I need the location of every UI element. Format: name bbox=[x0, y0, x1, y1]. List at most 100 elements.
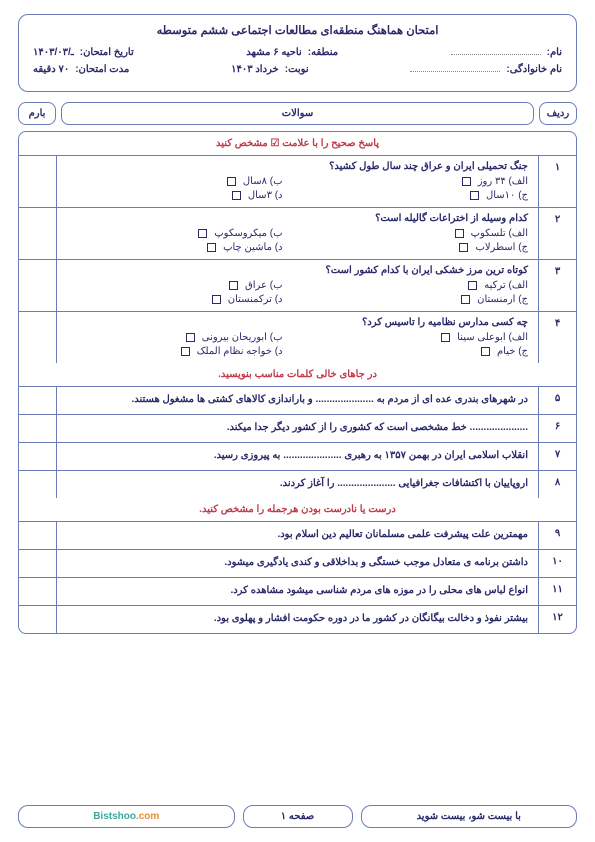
footer-brand: Bistshoo.com bbox=[18, 805, 235, 828]
option: ب) عراق bbox=[67, 280, 283, 291]
option: ب) ۸سال bbox=[67, 176, 283, 187]
header-row-2: نام خانوادگی: نوبت: خرداد ۱۴۰۳ مدت امتحان… bbox=[33, 64, 562, 75]
question-text: کوتاه ترین مرز خشکی ایران با کدام کشور ا… bbox=[67, 265, 528, 276]
col-row-header: ردیف bbox=[539, 102, 577, 125]
col-question-header: سوالات bbox=[61, 102, 534, 125]
tf-row: ۹ مهمترین علت پیشرفت علمی مسلمانان تعالی… bbox=[19, 522, 576, 550]
checkbox-icon[interactable] bbox=[455, 229, 464, 238]
tf-row: ۱۰ داشتن برنامه ی متعادل موجب خستگی و بد… bbox=[19, 550, 576, 578]
section-fill-title: در جاهای خالی کلمات مناسب بنویسید. bbox=[19, 363, 576, 387]
score-cell bbox=[19, 550, 57, 577]
header-row-1: نام: منطقه:ناحیه ۶ مشهد تاریخ امتحان:ـ/۱… bbox=[33, 47, 562, 58]
checkbox-icon[interactable] bbox=[229, 281, 238, 290]
section1-text-b: مشخص کنید bbox=[216, 138, 268, 149]
options: الف) ابوعلی سینا ب) ابوریحان بیرونی ج) خیا… bbox=[67, 332, 528, 357]
option: د) خواجه نظام الملک bbox=[67, 346, 283, 357]
question-text: کدام وسیله از اختراعات گالیله است؟ bbox=[67, 213, 528, 224]
duration-value: ۷۰ دقیقه bbox=[33, 64, 69, 75]
checkbox-icon[interactable] bbox=[462, 177, 471, 186]
question-number: ۷ bbox=[538, 443, 576, 470]
option-label: الف) ابوعلی سینا bbox=[457, 332, 528, 343]
question-body: کوتاه ترین مرز خشکی ایران با کدام کشور ا… bbox=[57, 260, 538, 311]
question-number: ۱ bbox=[538, 156, 576, 207]
checkbox-icon[interactable] bbox=[459, 243, 468, 252]
option: ب) ابوریحان بیرونی bbox=[67, 332, 283, 343]
question-body: اروپاییان با اکتشافات جغرافیایی ........… bbox=[57, 471, 538, 498]
score-cell bbox=[19, 387, 57, 414]
score-cell bbox=[19, 260, 57, 311]
score-cell bbox=[19, 522, 57, 549]
mcq-row: ۲ کدام وسیله از اختراعات گالیله است؟ الف… bbox=[19, 208, 576, 260]
fill-text: انقلاب اسلامی ایران در بهمن ۱۳۵۷ به رهبر… bbox=[67, 448, 528, 464]
checkbox-icon[interactable] bbox=[186, 333, 195, 342]
option-label: ب) ۸سال bbox=[243, 176, 283, 187]
option-label: د) ترکمنستان bbox=[228, 294, 283, 305]
region-label: منطقه: bbox=[308, 47, 338, 58]
brand-name: Bistshoo bbox=[93, 811, 136, 822]
options: الف) ۳۴ روز ب) ۸سال ج) ۱۰سال د) ۳سال bbox=[67, 176, 528, 201]
col-score-header: بارم bbox=[18, 102, 56, 125]
date-value: ـ/۱۴۰۳/۰۳ bbox=[33, 47, 74, 58]
section-mcq-title: پاسخ صحیح را با علامت ☑ مشخص کنید bbox=[19, 132, 576, 156]
score-cell bbox=[19, 471, 57, 498]
term-value: خرداد ۱۴۰۳ bbox=[231, 64, 279, 75]
checkbox-icon[interactable] bbox=[181, 347, 190, 356]
question-text: چه کسی مدارس نظامیه را تاسیس کرد؟ bbox=[67, 317, 528, 328]
fill-text: در شهرهای بندری عده ای از مردم به ......… bbox=[67, 392, 528, 408]
option: ب) میکروسکوپ bbox=[67, 228, 283, 239]
fill-text: ..................... خط مشخصی است که کش… bbox=[67, 420, 528, 436]
tf-row: ۱۱ انواع لباس های محلی را در موزه های مر… bbox=[19, 578, 576, 606]
question-body: چه کسی مدارس نظامیه را تاسیس کرد؟ الف) ا… bbox=[57, 312, 538, 363]
exam-header: امتحان هماهنگ منطقه‌ای مطالعات اجتماعی ش… bbox=[18, 14, 577, 92]
question-number: ۵ bbox=[538, 387, 576, 414]
question-body: بیشتر نفوذ و دخالت بیگانگان در کشور ما د… bbox=[57, 606, 538, 633]
fill-row: ۸ اروپاییان با اکتشافات جغرافیایی ......… bbox=[19, 471, 576, 498]
checkbox-icon[interactable] bbox=[441, 333, 450, 342]
option: الف) تلسکوپ bbox=[313, 228, 529, 239]
fill-text: اروپاییان با اکتشافات جغرافیایی ........… bbox=[67, 476, 528, 492]
checkbox-icon[interactable] bbox=[207, 243, 216, 252]
fill-row: ۶ ..................... خط مشخصی است که … bbox=[19, 415, 576, 443]
option-label: ب) عراق bbox=[245, 280, 283, 291]
score-cell bbox=[19, 156, 57, 207]
option-label: ج) ۱۰سال bbox=[486, 190, 528, 201]
question-number: ۲ bbox=[538, 208, 576, 259]
checkbox-icon[interactable] bbox=[212, 295, 221, 304]
checkbox-icon[interactable] bbox=[468, 281, 477, 290]
questions-box: پاسخ صحیح را با علامت ☑ مشخص کنید ۱ جنگ … bbox=[18, 131, 577, 634]
exam-title: امتحان هماهنگ منطقه‌ای مطالعات اجتماعی ش… bbox=[33, 23, 562, 37]
checkbox-icon[interactable] bbox=[481, 347, 490, 356]
checkbox-icon[interactable] bbox=[232, 191, 241, 200]
question-number: ۶ bbox=[538, 415, 576, 442]
question-body: انقلاب اسلامی ایران در بهمن ۱۳۵۷ به رهبر… bbox=[57, 443, 538, 470]
options: الف) ترکیهب) عراقج) ارمنستاند) ترکمنستان bbox=[67, 280, 528, 305]
option: الف) ابوعلی سینا bbox=[313, 332, 529, 343]
score-cell bbox=[19, 415, 57, 442]
question-number: ۸ bbox=[538, 471, 576, 498]
option-label: ج) خیام bbox=[497, 346, 528, 357]
checkbox-icon[interactable] bbox=[461, 295, 470, 304]
options: الف) تلسکوپ ب) میکروسکوپ ج) اسطرلاب د) ماشی… bbox=[67, 228, 528, 253]
option-label: الف) ترکیه bbox=[484, 280, 528, 291]
checkbox-icon[interactable] bbox=[470, 191, 479, 200]
option: الف) ۳۴ روز bbox=[313, 176, 529, 187]
date-label: تاریخ امتحان: bbox=[80, 47, 134, 58]
option-label: د) ۳سال bbox=[248, 190, 283, 201]
footer-slogan: با بیست شو، بیست شوید bbox=[361, 805, 578, 828]
region-value: ناحیه ۶ مشهد bbox=[246, 47, 301, 58]
question-body: جنگ تحمیلی ایران و عراق چند سال طول کشید… bbox=[57, 156, 538, 207]
question-body: داشتن برنامه ی متعادل موجب خستگی و بداخل… bbox=[57, 550, 538, 577]
option-label: ج) اسطرلاب bbox=[475, 242, 528, 253]
family-blank bbox=[410, 64, 500, 72]
term-label: نوبت: bbox=[285, 64, 309, 75]
mcq-row: ۴ چه کسی مدارس نظامیه را تاسیس کرد؟ الف)… bbox=[19, 312, 576, 363]
option-label: د) ماشین چاپ bbox=[223, 242, 282, 253]
question-number: ۹ bbox=[538, 522, 576, 549]
family-label: نام خانوادگی: bbox=[506, 64, 562, 75]
footer: با بیست شو، بیست شوید صفحه ۱ Bistshoo.co… bbox=[18, 805, 577, 828]
checkbox-icon[interactable] bbox=[198, 229, 207, 238]
brand-domain: .com bbox=[136, 811, 159, 822]
checkbox-icon[interactable] bbox=[227, 177, 236, 186]
duration-label: مدت امتحان: bbox=[75, 64, 129, 75]
tf-row: ۱۲ بیشتر نفوذ و دخالت بیگانگان در کشور م… bbox=[19, 606, 576, 633]
